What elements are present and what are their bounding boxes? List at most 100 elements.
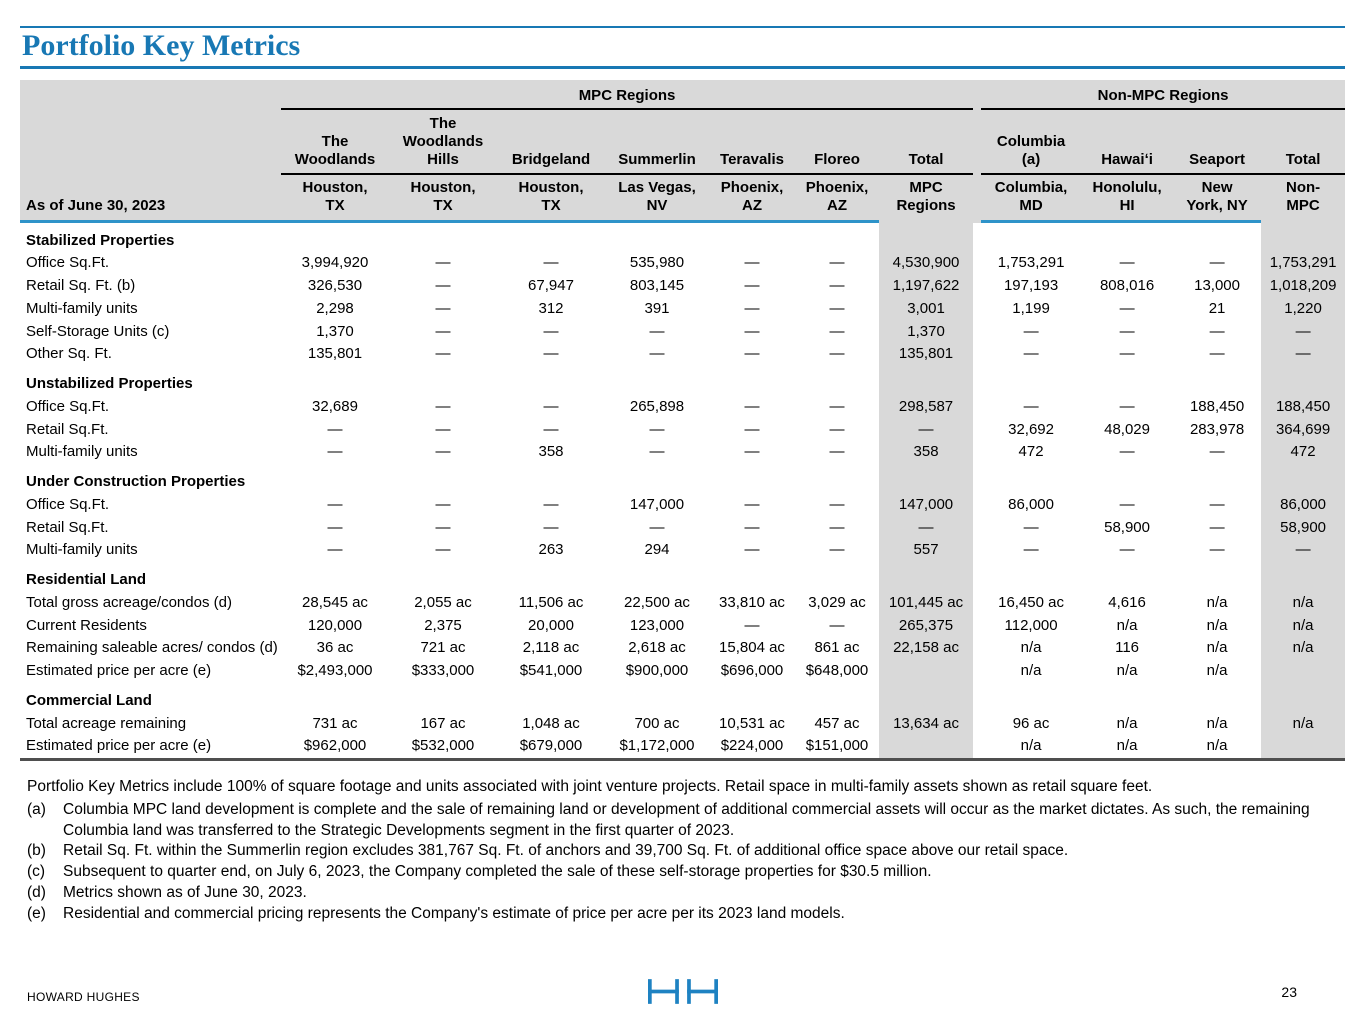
cell: n/a xyxy=(1206,639,1228,657)
cell xyxy=(281,464,389,494)
row-label: Other Sq. Ft. xyxy=(26,345,112,363)
spacer-cell xyxy=(973,660,981,683)
cell: 28,545 ac xyxy=(302,593,368,611)
cell: — xyxy=(1119,495,1135,513)
cell: 167 ac xyxy=(420,714,466,732)
cell: n/a xyxy=(1020,662,1042,679)
spacer-cell xyxy=(973,539,981,562)
footnote-marker: (d) xyxy=(27,883,46,901)
cell xyxy=(1173,221,1261,252)
cell: 147,000 xyxy=(879,493,974,517)
cell xyxy=(389,562,497,592)
column-location: Non- MPC xyxy=(1261,173,1346,223)
spacer-cell xyxy=(973,615,981,638)
cell: 861 ac xyxy=(814,639,860,657)
cell: — xyxy=(1023,518,1039,536)
cell: — xyxy=(649,322,665,340)
cell: 3,001 xyxy=(879,297,974,321)
cell xyxy=(981,562,1081,592)
cell: — xyxy=(1209,322,1225,340)
cell: $532,000 xyxy=(389,735,497,762)
table-row: Remaining saleable acres/ condos (d) 36 a… xyxy=(20,637,1346,660)
page-title: Portfolio Key Metrics xyxy=(22,29,301,62)
cell: — xyxy=(543,345,559,363)
region-group-header: Non-MPC Regions xyxy=(981,79,1346,110)
cell: 1,370 xyxy=(316,322,354,340)
spacer-cell xyxy=(973,221,981,252)
spacer-cell xyxy=(973,321,981,344)
cell xyxy=(497,464,605,494)
table-row: Self-Storage Units (c) 1,370 — — — — — 1,370 — — —… xyxy=(20,320,1346,344)
cell: — xyxy=(1119,541,1135,559)
cell: — xyxy=(744,518,760,536)
section-title: Unstabilized Properties xyxy=(26,375,193,392)
cell: 11,506 ac xyxy=(518,593,584,611)
cell: 263 xyxy=(538,541,564,559)
footnotes: Portfolio Key Metrics include 100% of sq… xyxy=(27,777,1343,924)
cell: 96 ac xyxy=(1012,714,1050,732)
cell: — xyxy=(435,299,451,317)
cell: 21 xyxy=(1208,299,1226,317)
cell: 135,801 xyxy=(879,343,974,366)
row-label: Estimated price per acre (e) xyxy=(26,662,212,679)
cell: — xyxy=(829,420,845,438)
cell: n/a xyxy=(1261,591,1346,615)
cell xyxy=(709,221,795,252)
column-header: Teravalis xyxy=(709,108,795,175)
cell xyxy=(605,562,709,592)
cell xyxy=(605,366,709,396)
row-label: Office Sq.Ft. xyxy=(26,495,110,513)
column-location: Phoenix, AZ xyxy=(709,173,795,223)
group-header-row: MPC Regions Non-MPC Regions xyxy=(20,79,1346,110)
cell xyxy=(497,221,605,252)
cell: 188,450 xyxy=(1261,395,1346,419)
spacer-cell xyxy=(973,683,981,713)
cell xyxy=(709,464,795,494)
cell xyxy=(1081,683,1173,713)
table-row: Current Residents 120,000 2,375 20,000 123,0… xyxy=(20,614,1346,638)
cell: n/a xyxy=(1116,714,1138,732)
row-label: Total gross acreage/condos (d) xyxy=(26,593,232,611)
spacer-cell xyxy=(973,173,982,223)
cell: $541,000 xyxy=(519,662,583,679)
column-location: Houston, TX xyxy=(281,173,389,223)
cell: — xyxy=(1023,345,1039,363)
cell: — xyxy=(649,518,665,536)
cell: 472 xyxy=(1261,441,1346,464)
cell: — xyxy=(829,541,845,559)
row-label: Multi-family units xyxy=(26,443,138,461)
cell: — xyxy=(879,516,974,540)
cell: 1,753,291 xyxy=(997,254,1065,272)
cell xyxy=(1261,464,1346,494)
cell: 2,055 ac xyxy=(414,593,472,611)
cell: — xyxy=(744,277,760,294)
cell: — xyxy=(744,443,760,461)
cell: 67,947 xyxy=(528,277,574,294)
cell: — xyxy=(744,322,760,340)
cell: 3,994,920 xyxy=(301,254,369,272)
cell: — xyxy=(744,345,760,363)
cell xyxy=(709,683,795,713)
section-title: Residential Land xyxy=(26,571,147,588)
cell: 700 ac xyxy=(634,714,680,732)
cell: n/a xyxy=(1206,616,1228,634)
cell xyxy=(1261,660,1346,683)
row-label: Office Sq.Ft. xyxy=(26,397,110,415)
cell: — xyxy=(435,254,451,272)
row-label: Estimated price per acre (e) xyxy=(20,735,281,762)
cell: — xyxy=(744,616,760,634)
cell: 197,193 xyxy=(1003,277,1059,294)
cell: — xyxy=(1023,397,1039,415)
cell: 123,000 xyxy=(629,616,685,634)
spacer-cell xyxy=(973,343,981,366)
cell: — xyxy=(829,299,845,317)
section-title: Under Construction Properties xyxy=(26,473,246,490)
table-row: Total acreage remaining 731 ac 167 ac 1,048… xyxy=(20,712,1346,736)
cell: 16,450 ac xyxy=(998,593,1064,611)
table-row: Estimated price per acre (e) $962,000 $532… xyxy=(20,735,1346,762)
cell: — xyxy=(1261,539,1346,562)
metrics-table: MPC Regions Non-MPC Regions The Woodlands T… xyxy=(20,79,1346,762)
cell: — xyxy=(1119,397,1135,415)
table-row: Retail Sq.Ft. — — — — — — — — 58,900 — 58,900 xyxy=(20,516,1346,540)
